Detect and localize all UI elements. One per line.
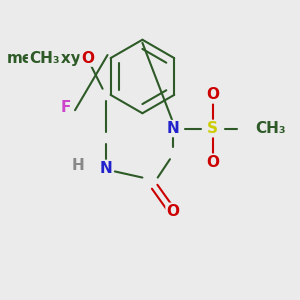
Text: O: O: [206, 155, 219, 170]
Text: methoxy: methoxy: [7, 51, 82, 66]
Text: O: O: [167, 204, 179, 219]
Text: N: N: [99, 161, 112, 176]
Text: S: S: [207, 121, 218, 136]
Text: O: O: [81, 51, 94, 66]
Text: F: F: [61, 100, 71, 115]
Text: CH₃: CH₃: [256, 121, 286, 136]
Text: H: H: [72, 158, 85, 173]
Text: CH₃: CH₃: [29, 51, 60, 66]
Text: O: O: [206, 87, 219, 102]
Text: N: N: [167, 121, 179, 136]
